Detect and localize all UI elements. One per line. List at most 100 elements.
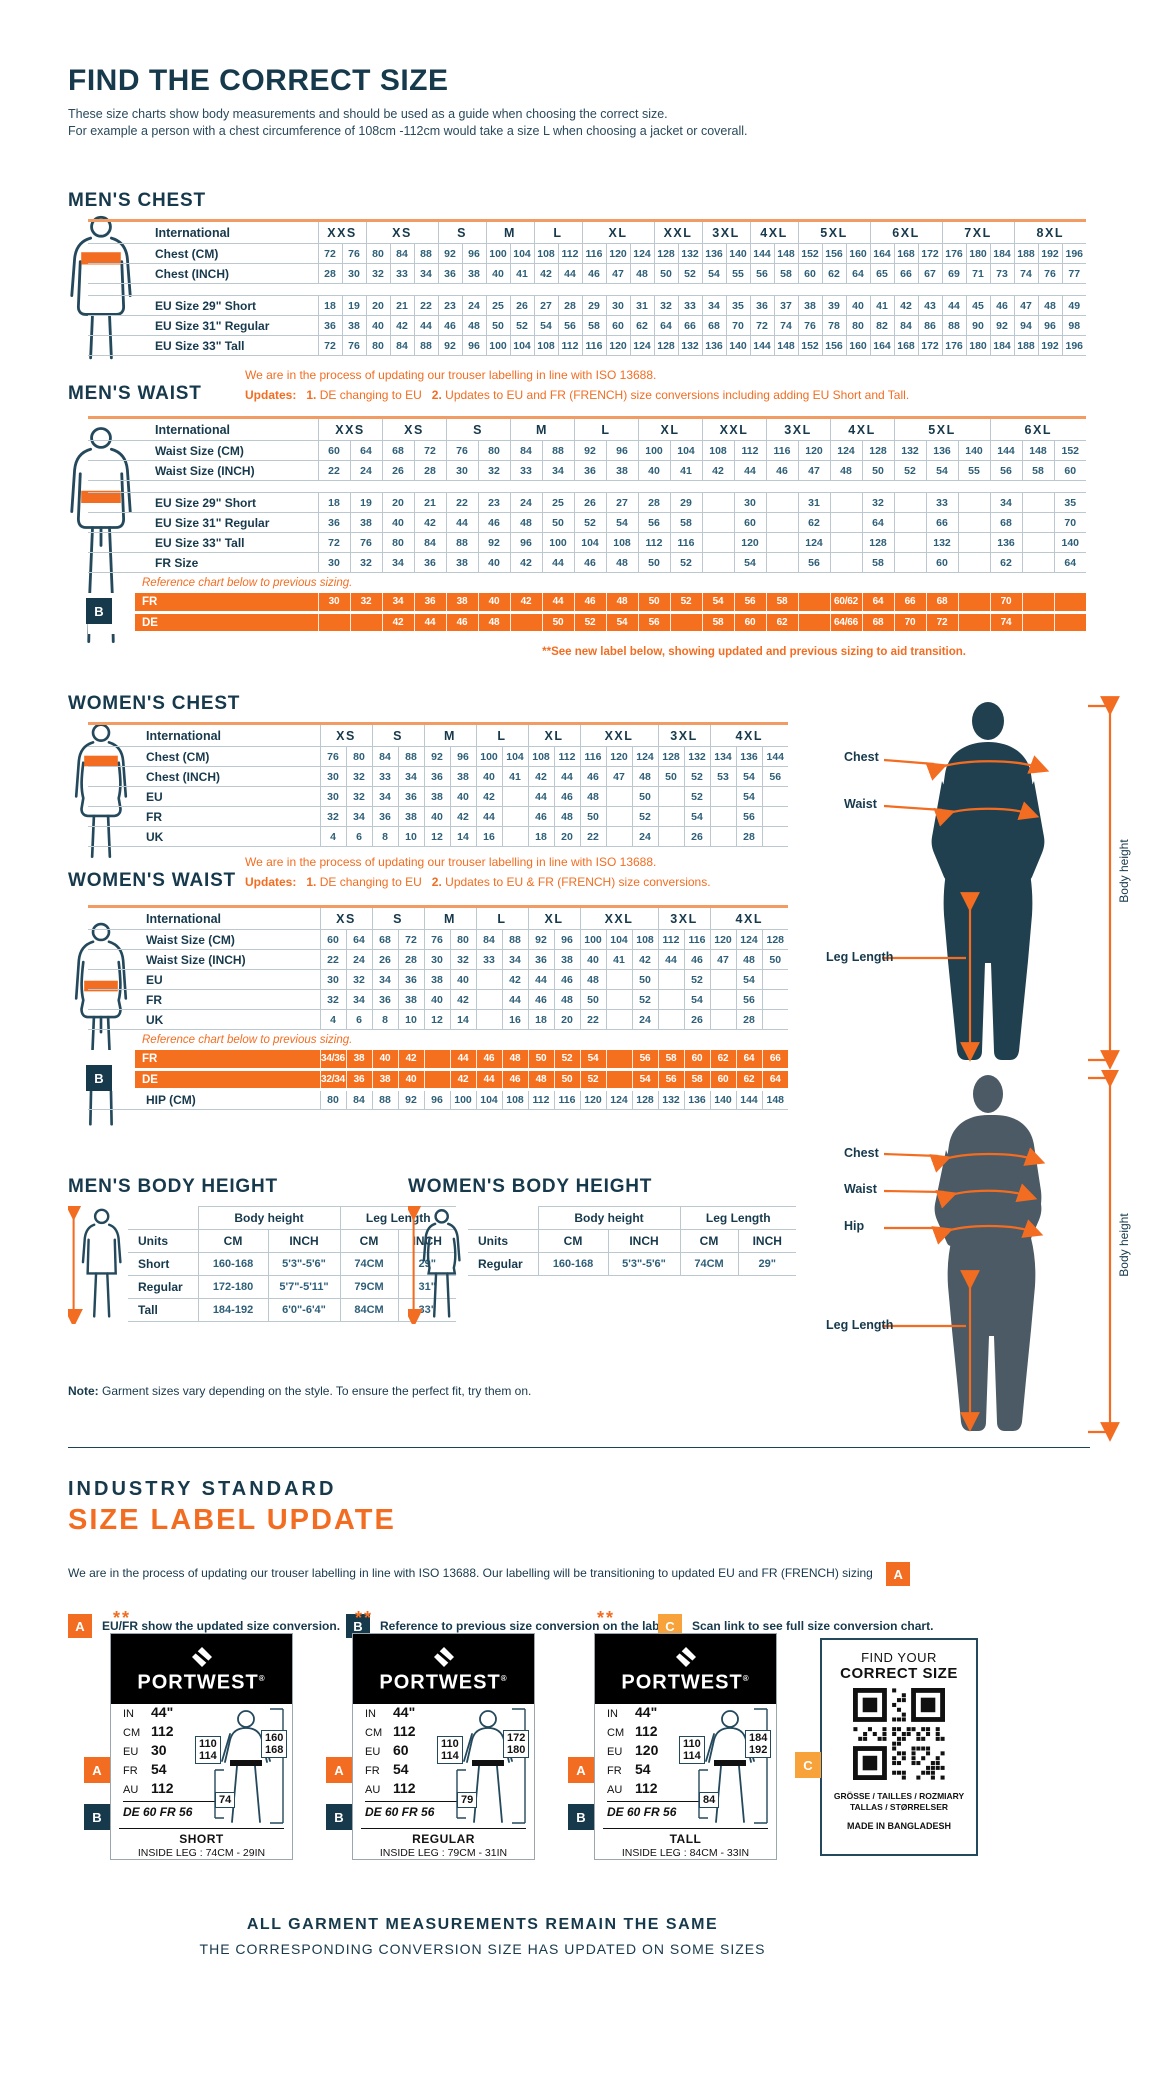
label-update-paragraph: We are in the process of updating our tr… (68, 1562, 1148, 1586)
value-cell: 70 (893, 612, 926, 634)
value-cell: 12 (423, 1009, 450, 1030)
value-cell (709, 969, 736, 990)
value-cell: 48 (501, 1049, 528, 1071)
womens-measurement-figure: Chest Waist Hip Leg Length Body height (820, 1068, 1150, 1445)
body-height-table: Body height Leg Length Units CM INCH CM INCH Sh… (128, 1206, 456, 1322)
transition-stars: ** (597, 1608, 616, 1628)
size-header: 4XL (749, 220, 798, 244)
value-cell: 152 (797, 335, 822, 356)
paragraph-text: We are in the process of updating our tr… (68, 1566, 873, 1581)
value-cell: 34 (501, 949, 528, 970)
value-cell (765, 512, 798, 533)
value-cell: 43 (917, 295, 942, 316)
table-row: EU Size 33" Tall 72 76 80 84 88 92 96 100 104 108 1… (88, 335, 1086, 356)
size-system: EU (365, 1746, 381, 1758)
section-title: MEN'S WAIST (68, 383, 202, 404)
value-cell (701, 512, 734, 533)
value-cell: 64 (1053, 552, 1086, 573)
value-cell: 44 (527, 969, 554, 990)
value-cell: 100 (541, 532, 574, 553)
value-cell: 64/66 (829, 612, 862, 634)
value-cell: 132 (893, 440, 926, 461)
size-header: 3XL (701, 220, 750, 244)
value-cell: 46 (573, 552, 606, 573)
size-header: XXL (653, 220, 702, 244)
value-cell: 96 (509, 532, 542, 553)
value-cell (957, 532, 990, 553)
qr-title-2: CORRECT SIZE (840, 1665, 958, 1682)
value-cell: 72 (317, 335, 342, 356)
size-row: FR 54 (607, 1761, 776, 1779)
value-cell: 36 (345, 1069, 372, 1091)
value-cell: 184 (989, 243, 1014, 264)
value-cell: 22 (317, 460, 350, 481)
table-row (88, 283, 1086, 296)
value-cell: 58 (701, 612, 734, 634)
size-value: 112 (151, 1723, 174, 1739)
value-cell: 30 (317, 592, 350, 614)
legend-c-text: Scan link to see full size conversion ch… (692, 1619, 934, 1633)
value-cell: 48 (527, 1069, 554, 1091)
value-cell: 136 (701, 335, 726, 356)
value-cell: 56 (657, 1069, 684, 1091)
update-1-num: 1. (306, 388, 317, 402)
value-cell: 32 (653, 295, 678, 316)
table-row: DE 42 44 46 48 50 52 54 56 58 60 62 64/66 68 70 72 74 (88, 612, 1086, 634)
label-footer: TALL INSIDE LEG : 84CM - 33IN (603, 1828, 768, 1859)
value-cell: 18 (317, 492, 350, 513)
value-cell: 42 (533, 263, 558, 284)
value-cell: 23 (437, 295, 462, 316)
unit-subheader: INCH (607, 1229, 681, 1253)
size-header: 6XL (989, 417, 1086, 441)
value-cell: 20 (365, 295, 390, 316)
value-cell: 29" (737, 1252, 796, 1276)
value-cell (765, 552, 798, 573)
table-row: EU Size 29" Short 18 19 20 21 22 23 24 25 26 27 28 2… (88, 492, 1086, 513)
value-cell: 120 (579, 1089, 606, 1110)
size-value: 112 (635, 1723, 658, 1739)
value-cell: 77 (1061, 263, 1086, 284)
value-cell: 140 (1053, 532, 1086, 553)
table-row: FR 32 34 36 38 40 42 44 46 48 50 52 54 56 (88, 989, 788, 1010)
size-header: 4XL (829, 417, 894, 441)
iso-note-text: We are in the process of updating our tr… (245, 368, 657, 382)
value-cell: 152 (1053, 440, 1086, 461)
value-cell: 108 (501, 1089, 528, 1110)
label-footer: SHORT INSIDE LEG : 74CM - 29IN (119, 1828, 284, 1859)
value-cell: 80 (365, 335, 390, 356)
value-cell: 172 (917, 243, 942, 264)
value-cell: 22 (445, 492, 478, 513)
row-label: Chest (INCH) (88, 263, 318, 284)
value-cell: 42 (501, 969, 528, 990)
value-cell: 56 (989, 460, 1022, 481)
value-cell: 33 (509, 460, 542, 481)
value-cell: 38 (341, 315, 366, 336)
value-cell: 56 (797, 552, 830, 573)
value-cell: 64 (761, 1069, 788, 1091)
value-cell: 26 (381, 460, 414, 481)
size-system: IN (607, 1708, 618, 1720)
value-cell: 140 (725, 335, 750, 356)
intro-line-1: These size charts show body measurements… (68, 107, 668, 121)
value-cell: 64 (345, 929, 372, 950)
previous-size-reference: DE 60 FR 56 (607, 1801, 709, 1819)
value-cell: 46 (553, 969, 580, 990)
value-cell: 4 (319, 826, 346, 847)
value-cell: 44 (541, 592, 574, 614)
industry-standard-block: INDUSTRY STANDARD SIZE LABEL UPDATE (68, 1478, 396, 1537)
value-cell: 44 (657, 949, 684, 970)
value-cell: 54 (733, 552, 766, 573)
value-cell: 38 (423, 969, 450, 990)
value-cell: 72 (317, 532, 350, 553)
value-cell: 46 (445, 612, 478, 634)
table-row: EU 30 32 34 36 38 40 42 44 46 48 50 52 54 (88, 969, 788, 990)
value-cell: 50 (653, 263, 678, 284)
value-cell: 68 (989, 512, 1022, 533)
value-cell: 62 (709, 1049, 736, 1071)
value-cell: 21 (389, 295, 414, 316)
value-cell: 80 (449, 929, 476, 950)
value-cell (957, 512, 990, 533)
brand-name: PORTWEST® (621, 1671, 750, 1694)
value-cell: 19 (341, 295, 366, 316)
value-cell: 52 (683, 766, 710, 787)
